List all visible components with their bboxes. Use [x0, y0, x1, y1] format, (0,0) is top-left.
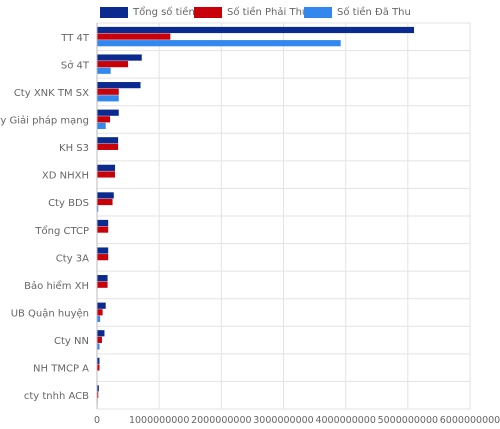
y-tick-label: KH S3	[59, 143, 89, 154]
bar-1	[97, 247, 109, 254]
bar-2	[97, 171, 116, 178]
bar-2	[97, 226, 109, 233]
bar-2	[97, 364, 100, 371]
bar-2	[97, 33, 171, 40]
bar-2	[97, 281, 108, 288]
bar-1	[97, 357, 100, 364]
y-tick-label: XD NHXH	[42, 171, 89, 182]
legend-swatch-total	[100, 6, 128, 18]
bar-2	[97, 254, 109, 261]
bar-2	[97, 143, 119, 150]
x-tick-label: 4000000000	[315, 415, 375, 426]
y-tick-label: Bảo hiểm XH	[24, 279, 89, 292]
bar-3	[97, 343, 100, 350]
x-tick-label: 3000000000	[253, 415, 313, 426]
bar-1	[97, 192, 114, 199]
bar-1	[97, 54, 142, 61]
bar-1	[97, 164, 116, 171]
legend-item-collected[interactable]: Số tiền Đã Thu	[304, 5, 411, 19]
y-tick-label: Cty XNK TM SX	[14, 88, 89, 99]
bar-2	[97, 391, 99, 399]
y-tick-label: Cty NN	[54, 336, 89, 347]
y-tick-label: Tổng CTCP	[34, 224, 89, 237]
bar-1	[97, 109, 119, 116]
x-tick-label: 1000000000	[129, 415, 189, 426]
bar-1	[97, 137, 119, 144]
y-tick-label: Cty Giải pháp mạng	[0, 115, 89, 127]
bar-1	[97, 26, 415, 34]
legend-label-total: Tổng số tiền	[133, 6, 195, 18]
legend-swatch-receivable	[194, 6, 222, 18]
y-tick-label: TT 4T	[60, 33, 90, 44]
bar-3	[97, 67, 111, 74]
bar-3	[97, 315, 101, 322]
legend-item-total[interactable]: Tổng số tiền	[100, 5, 195, 19]
legend-item-receivable[interactable]: Số tiền Phải Thu	[194, 5, 308, 19]
y-tick-label: UB Quận huyện	[11, 308, 89, 320]
bar-2	[97, 336, 102, 343]
bar-3	[97, 205, 99, 212]
bar-3	[97, 95, 119, 102]
legend: Tổng số tiền Số tiền Phải Thu Số tiền Đã…	[0, 5, 500, 19]
x-tick-label: 2000000000	[191, 415, 251, 426]
bar-1	[97, 330, 105, 337]
y-tick-label: Sở 4T	[61, 59, 90, 71]
bar-3	[97, 122, 106, 129]
y-tick-label: NH TMCP A	[33, 364, 89, 375]
bar-2	[97, 116, 111, 123]
x-tick-label: 0	[94, 415, 100, 426]
bar-1	[97, 275, 108, 282]
bar-1	[97, 82, 141, 89]
bar-1	[97, 302, 106, 309]
legend-swatch-collected	[304, 6, 332, 18]
legend-label-collected: Số tiền Đã Thu	[337, 6, 411, 18]
y-tick-label: Cty 3A	[56, 253, 89, 264]
bar-2	[97, 309, 103, 316]
x-tick-label: 5000000000	[378, 415, 438, 426]
bar-1	[97, 219, 109, 227]
y-tick-label: cty tnhh ACB	[24, 391, 89, 402]
bar-2	[97, 61, 129, 68]
legend-label-receivable: Số tiền Phải Thu	[227, 6, 309, 18]
bar-3	[97, 40, 341, 47]
bar-2	[97, 88, 119, 95]
bar-1	[97, 385, 99, 392]
bar-2	[97, 198, 113, 206]
y-tick-label: Cty BDS	[48, 198, 89, 209]
x-tick-label: 6000000000	[440, 415, 500, 426]
